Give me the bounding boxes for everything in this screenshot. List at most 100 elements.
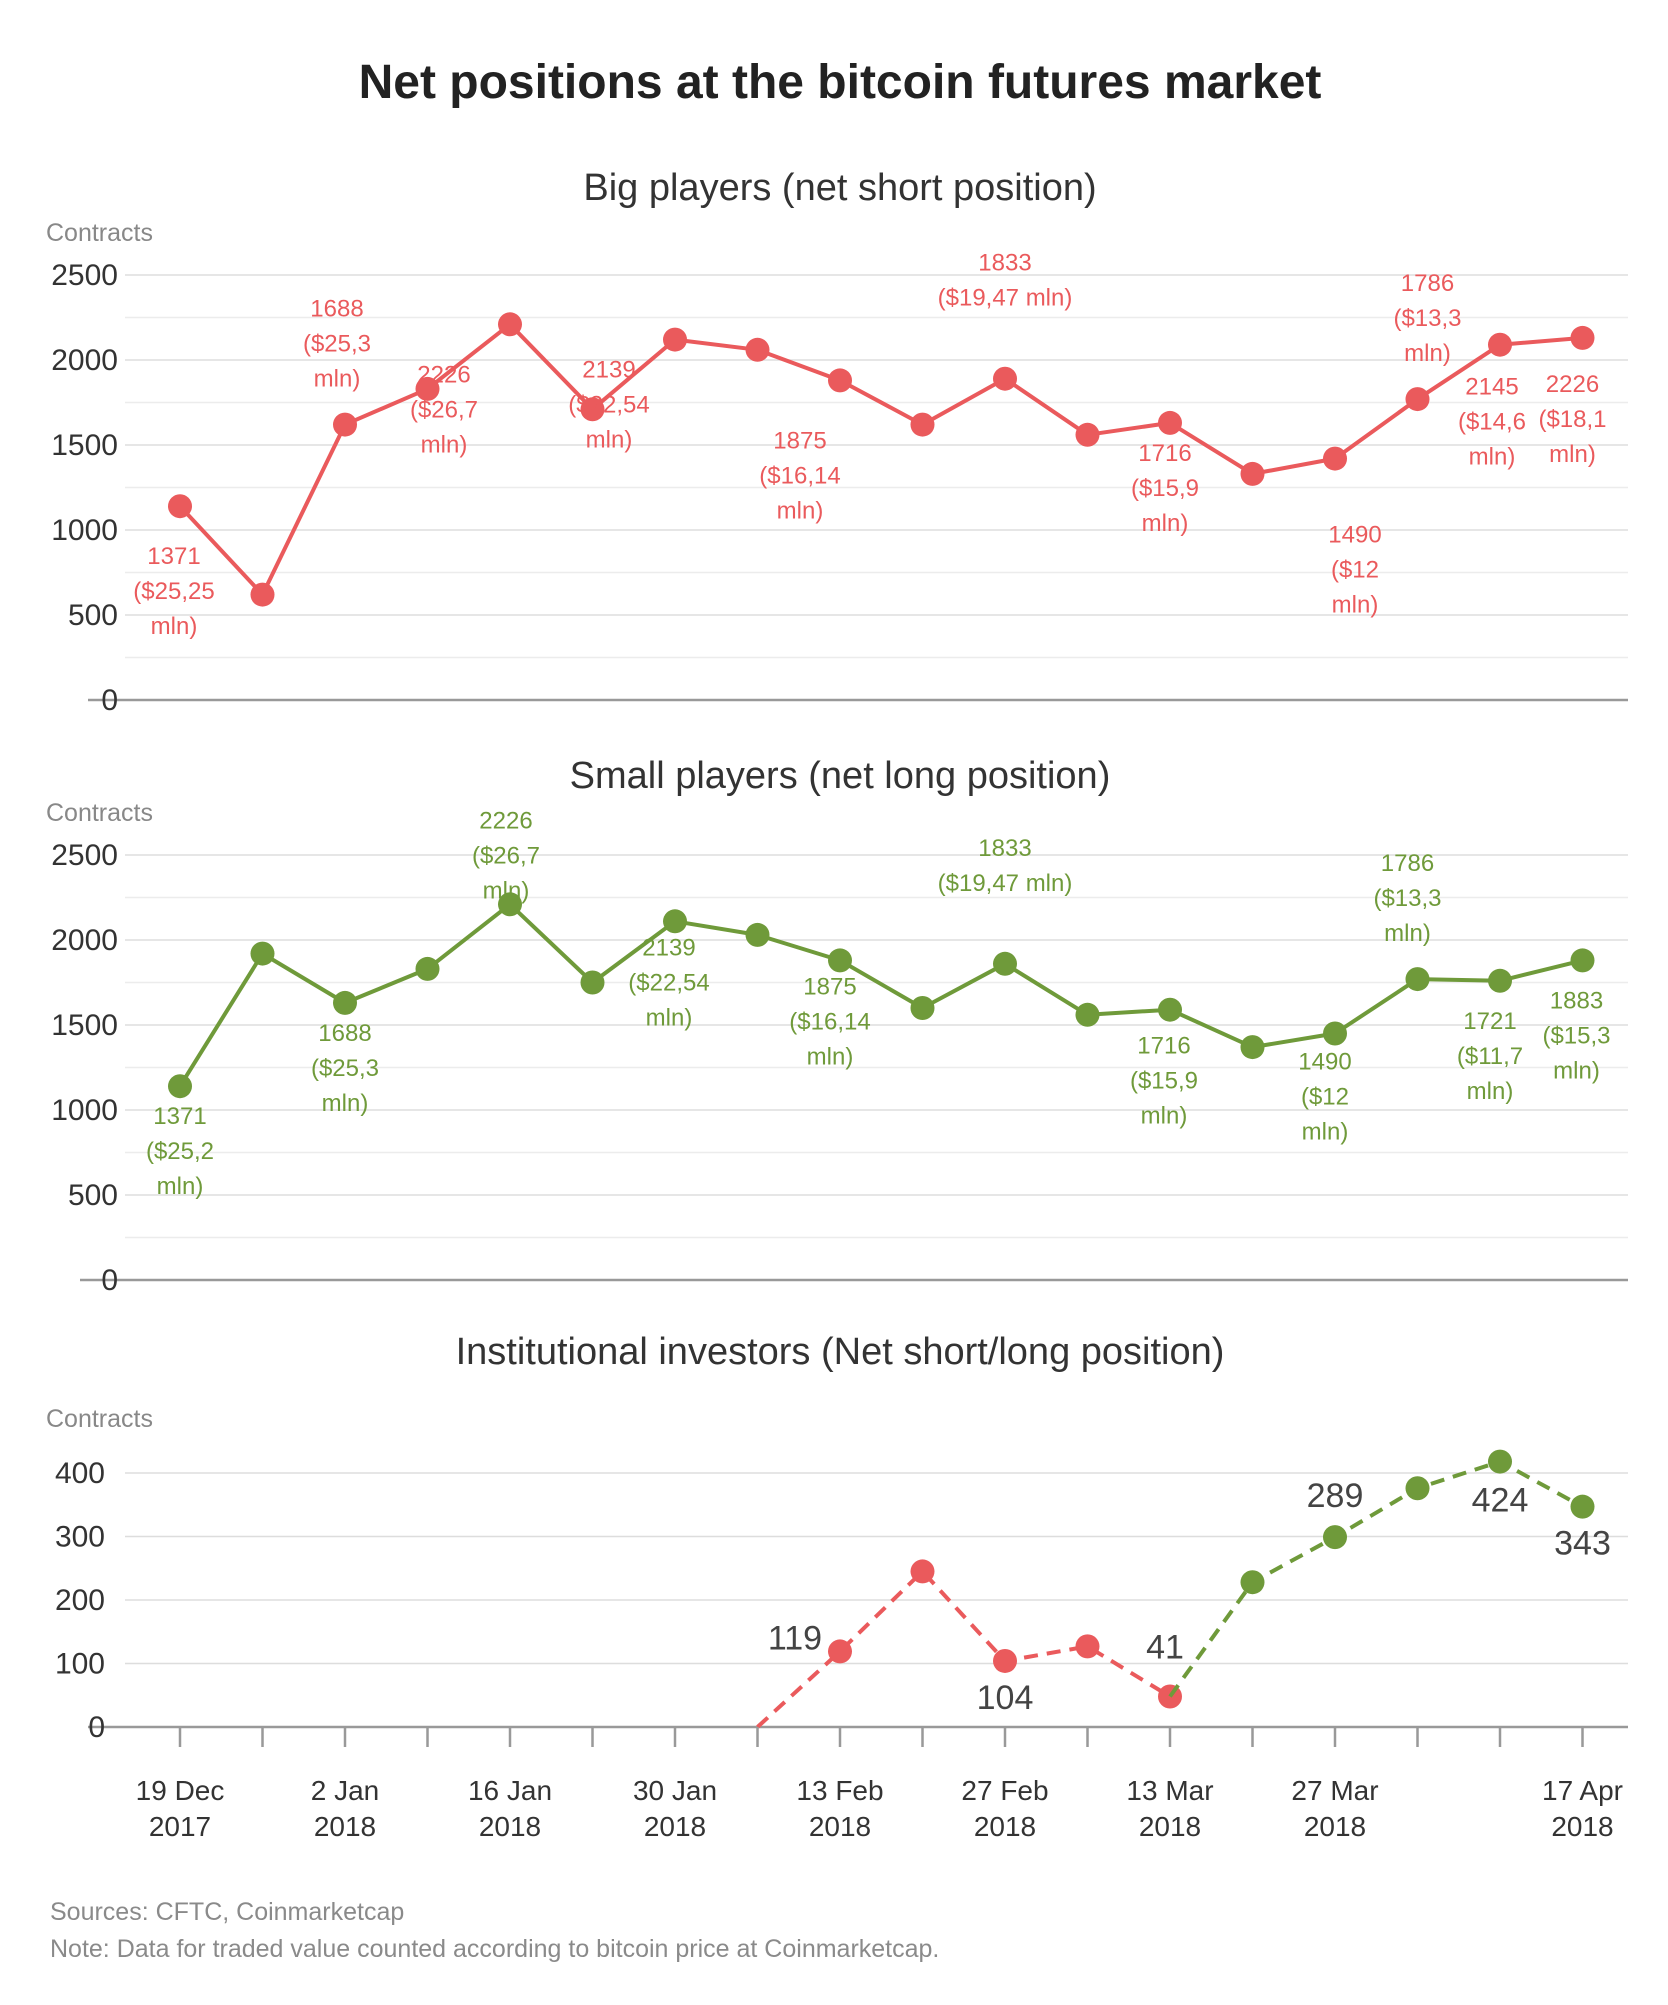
- data-label-line: mln): [1302, 1119, 1349, 1146]
- y-tick-label: 0: [101, 684, 118, 717]
- data-label: 119: [768, 1619, 822, 1657]
- data-label-line: 2139: [642, 934, 695, 961]
- chart-big-players: Big players (net short position) Contract…: [46, 167, 1628, 717]
- data-label: 1490 ($12 mln): [1328, 522, 1381, 619]
- data-label-line: 2139: [582, 357, 635, 384]
- data-label: 1833 ($19,47 mln): [938, 250, 1073, 312]
- data-label: 343: [1554, 1525, 1611, 1563]
- data-label-line: ($13,3: [1393, 305, 1461, 332]
- data-point: [828, 1639, 852, 1664]
- data-label-line: 1716: [1137, 1033, 1190, 1060]
- data-label-line: mln): [1384, 920, 1431, 947]
- x-tick-year: 2018: [1139, 1811, 1201, 1842]
- data-point: [1323, 446, 1347, 471]
- y-tick-label: 2000: [51, 924, 118, 957]
- x-tick-label: 13 Feb: [796, 1775, 883, 1806]
- y-tick-label: 1000: [51, 514, 118, 547]
- data-point: [1075, 422, 1100, 447]
- x-tick-year: 2018: [314, 1811, 376, 1842]
- x-tick-year: 2017: [149, 1811, 211, 1842]
- data-point: [1488, 968, 1512, 993]
- data-label: 41: [1146, 1629, 1184, 1667]
- data-label-line: ($25,3: [303, 331, 371, 358]
- y-tick-label: 400: [55, 1457, 105, 1490]
- data-point: [333, 412, 357, 437]
- data-label-line: mln): [1404, 340, 1451, 367]
- data-point: [1405, 1476, 1430, 1501]
- data-label: 1833 ($19,47 mln): [938, 835, 1073, 897]
- data-label-line: 1833: [978, 835, 1031, 862]
- y-axis-label: Contracts: [46, 219, 153, 247]
- data-label-line: mln): [151, 613, 198, 640]
- data-point: [1405, 387, 1430, 412]
- data-label: 2139 ($22,54 mln): [568, 357, 649, 454]
- series-line: [178, 902, 1583, 1088]
- data-label-line: ($25,25: [133, 578, 214, 605]
- data-label-line: mln): [1142, 510, 1189, 537]
- y-tick-label: 2000: [51, 344, 118, 377]
- y-tick-label: 1500: [51, 429, 118, 462]
- x-axis: 19 Dec 2017 2 Jan 2018 16 Jan 2018 30 Jan 2018 1…: [136, 1727, 1623, 1842]
- x-tick-label: 27 Mar: [1291, 1775, 1378, 1806]
- data-point: [415, 376, 440, 401]
- data-point: [1405, 967, 1430, 992]
- x-tick-year: 2018: [1551, 1811, 1613, 1842]
- data-label: 1786 ($13,3 mln): [1393, 270, 1461, 367]
- data-label-line: mln): [807, 1043, 854, 1070]
- data-label-line: mln): [322, 1090, 369, 1117]
- series-line: [178, 322, 1583, 597]
- data-label-line: ($14,6: [1458, 409, 1526, 436]
- data-point: [993, 366, 1017, 391]
- data-point: [1570, 325, 1595, 350]
- data-label-line: 1786: [1381, 850, 1434, 877]
- data-point: [910, 1559, 935, 1584]
- data-point: [663, 327, 687, 352]
- data-label-line: ($19,47 mln): [938, 870, 1073, 897]
- data-label-line: 1721: [1463, 1008, 1516, 1035]
- data-label: 1371 ($25,25 mln): [133, 543, 214, 640]
- data-label: 1786 ($13,3 mln): [1373, 850, 1441, 947]
- y-tick-label: 2500: [51, 259, 118, 292]
- data-label-line: 2226: [479, 807, 532, 834]
- data-point: [168, 1074, 192, 1099]
- data-label-line: ($12: [1331, 557, 1379, 584]
- data-point: [333, 990, 357, 1015]
- data-label-line: 1875: [803, 973, 856, 1000]
- x-tick-label: 27 Feb: [961, 1775, 1048, 1806]
- data-point: [1158, 410, 1182, 435]
- x-tick-year: 2018: [974, 1811, 1036, 1842]
- data-label-line: ($19,47 mln): [938, 285, 1073, 312]
- data-point: [663, 909, 687, 934]
- data-label-line: mln): [1467, 1078, 1514, 1105]
- data-point: [828, 368, 852, 393]
- x-tick-year: 2018: [1304, 1811, 1366, 1842]
- data-label-line: mln): [314, 366, 361, 393]
- y-axis-label: Contracts: [46, 799, 153, 827]
- data-point: [580, 970, 605, 995]
- data-label-line: ($15,3: [1542, 1022, 1610, 1049]
- data-point: [1570, 1494, 1595, 1519]
- data-point: [1488, 332, 1512, 357]
- data-label: 2226 ($26,7 mln): [472, 807, 540, 904]
- y-tick-label: 0: [88, 1711, 105, 1744]
- data-label-line: ($18,1: [1538, 406, 1606, 433]
- data-point: [498, 892, 522, 917]
- y-tick-label: 0: [101, 1264, 118, 1297]
- data-label-line: 1875: [773, 427, 826, 454]
- chart-title: Small players (net long position): [570, 755, 1111, 797]
- data-label: 1883 ($15,3 mln): [1542, 987, 1610, 1084]
- x-tick-year: 2018: [809, 1811, 871, 1842]
- data-point: [1075, 1634, 1100, 1659]
- data-label-line: ($26,7: [410, 396, 478, 423]
- data-label-line: ($16,14: [759, 462, 840, 489]
- data-label: 1875 ($16,14 mln): [789, 973, 870, 1070]
- data-label: 2139 ($22,54 mln): [628, 934, 709, 1031]
- data-point: [993, 1648, 1017, 1673]
- data-label: 2226 ($18,1 mln): [1538, 371, 1606, 468]
- data-label-line: 1490: [1298, 1049, 1351, 1076]
- data-label-line: mln): [646, 1004, 693, 1031]
- data-label-line: mln): [1553, 1057, 1600, 1084]
- data-label: 424: [1472, 1482, 1529, 1520]
- y-axis-label: Contracts: [46, 1405, 153, 1433]
- data-label-line: 1371: [147, 543, 200, 570]
